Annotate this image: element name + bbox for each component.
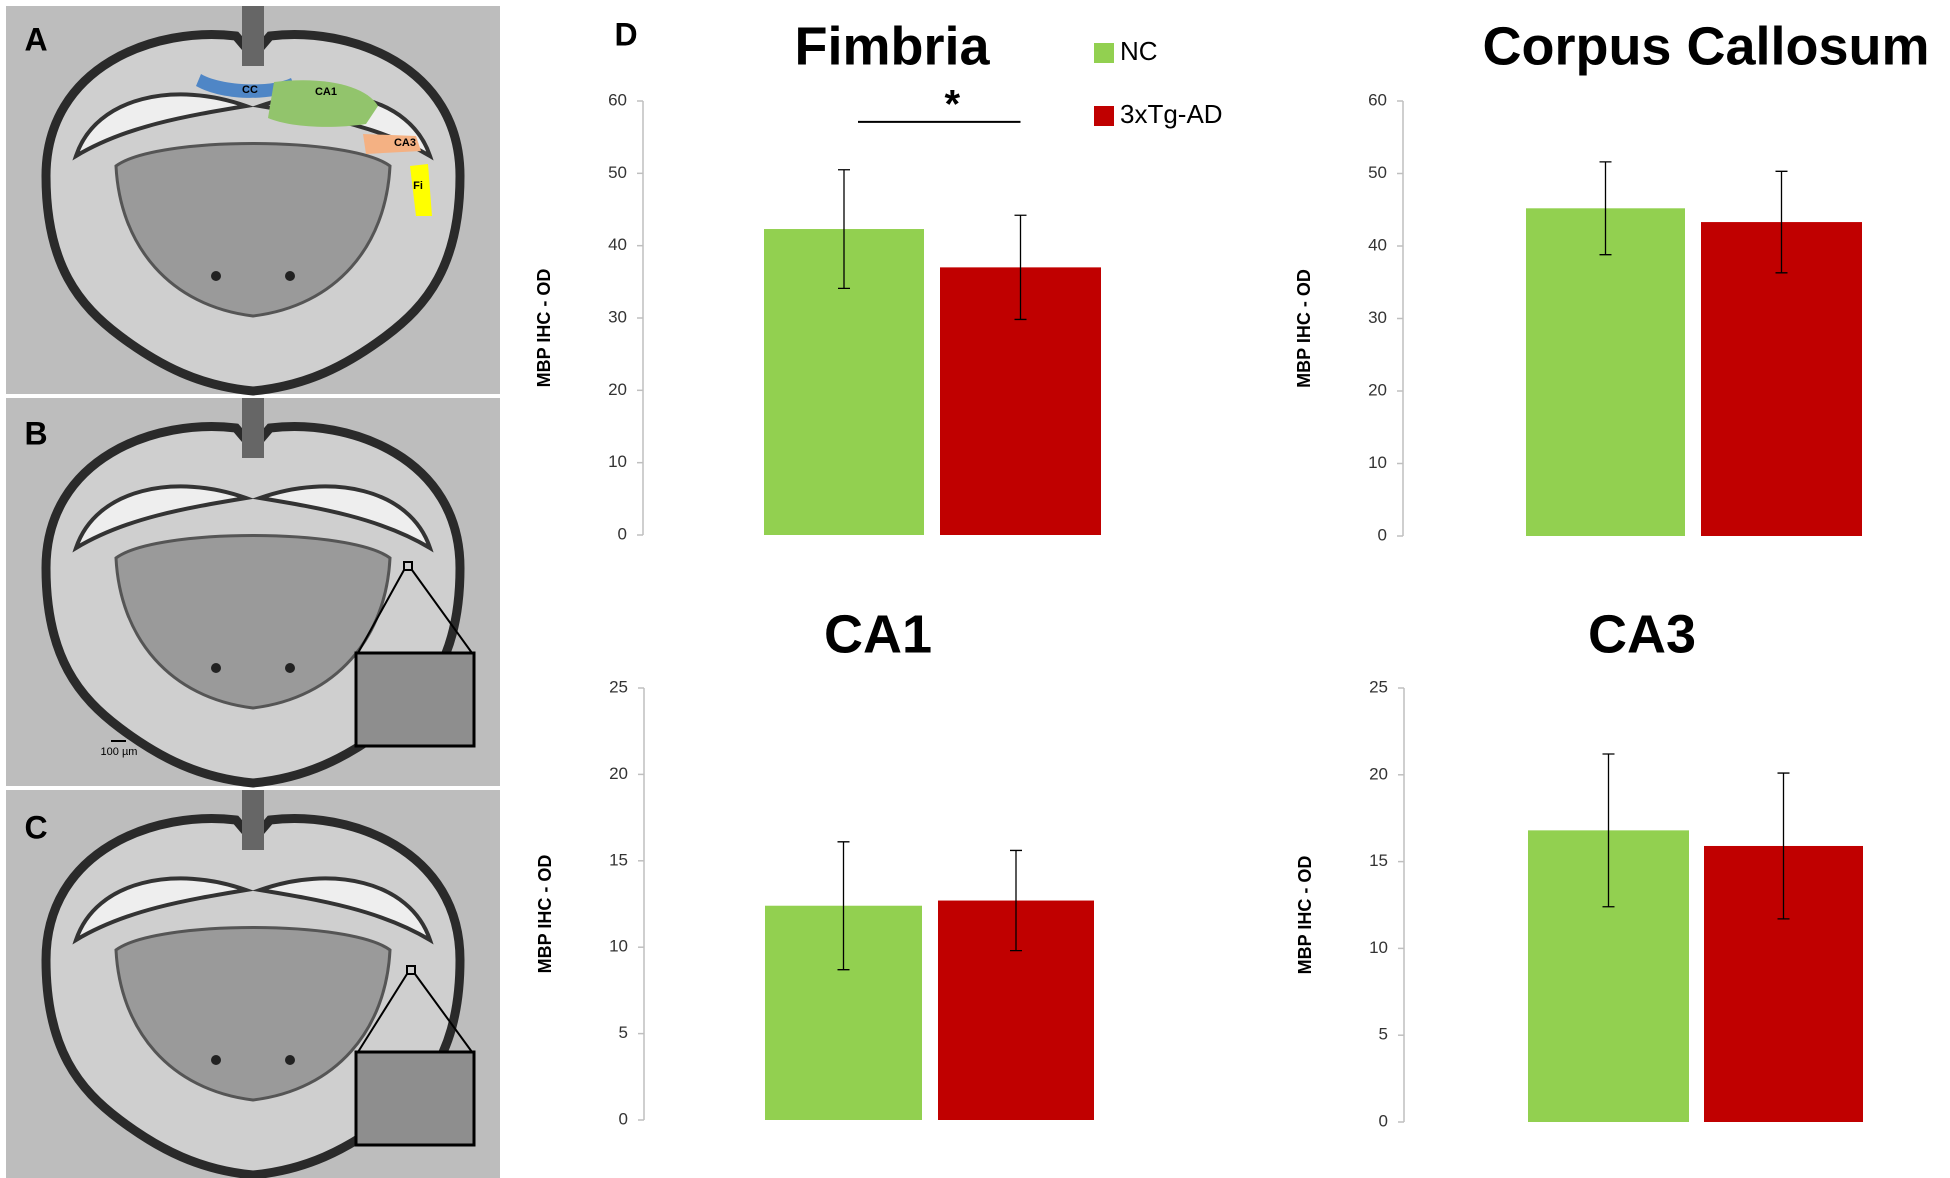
region-label: CA3 xyxy=(394,137,416,149)
brain-image-b xyxy=(6,398,500,786)
y-tick-label: 20 xyxy=(1368,380,1387,399)
region-label: CA1 xyxy=(315,86,337,98)
y-tick-label: 0 xyxy=(618,524,627,543)
bar xyxy=(1526,208,1685,537)
region-label: Fi xyxy=(413,180,423,192)
y-tick-label: 0 xyxy=(1378,525,1387,544)
error-bar xyxy=(1014,214,1027,321)
y-tick-label: 20 xyxy=(1369,764,1388,783)
panel-label: B xyxy=(24,415,47,451)
legend-label: NC xyxy=(1120,36,1158,66)
chart-title: CA1 xyxy=(824,604,932,664)
chart-title: Fimbria xyxy=(794,16,990,76)
y-tick-label: 20 xyxy=(609,764,628,783)
error-bar xyxy=(1010,849,1022,952)
y-tick-label: 60 xyxy=(608,90,627,109)
significance-mark: * xyxy=(944,82,960,126)
y-axis-label: MBP IHC - OD xyxy=(534,269,554,388)
y-tick-label: 5 xyxy=(619,1023,628,1042)
legend-swatch xyxy=(1094,43,1114,63)
chart-title: Corpus Callosum xyxy=(1482,16,1929,76)
y-tick-label: 25 xyxy=(1369,677,1388,696)
brain-image-a xyxy=(6,6,500,394)
chart-title: CA3 xyxy=(1588,604,1696,664)
error-bar xyxy=(1777,772,1790,920)
y-tick-label: 15 xyxy=(1369,851,1388,870)
y-tick-label: 50 xyxy=(608,163,627,182)
y-tick-label: 40 xyxy=(608,235,627,254)
y-tick-label: 30 xyxy=(1368,308,1387,327)
y-tick-label: 10 xyxy=(609,937,628,956)
y-tick-label: 10 xyxy=(608,452,627,471)
error-bar xyxy=(1775,170,1788,274)
error-bar xyxy=(837,841,850,971)
y-tick-label: 5 xyxy=(1379,1025,1388,1044)
panel-label: D xyxy=(614,16,637,52)
y-tick-label: 50 xyxy=(1368,163,1387,182)
error-bar xyxy=(1602,753,1615,908)
panel-label: C xyxy=(24,809,47,845)
y-tick-label: 10 xyxy=(1369,938,1388,957)
error-bar xyxy=(1599,161,1612,256)
y-tick-label: 0 xyxy=(1379,1111,1388,1130)
region-label: CC xyxy=(242,84,258,96)
legend-label: 3xTg-AD xyxy=(1120,99,1223,129)
scale-bar-label: 100 µm xyxy=(101,746,138,758)
y-tick-label: 0 xyxy=(619,1109,628,1128)
y-tick-label: 15 xyxy=(609,850,628,869)
y-tick-label: 30 xyxy=(608,307,627,326)
y-tick-label: 20 xyxy=(608,380,627,399)
y-axis-label: MBP IHC - OD xyxy=(1295,856,1315,975)
bar xyxy=(1701,222,1862,536)
y-tick-label: 10 xyxy=(1368,453,1387,472)
legend-swatch xyxy=(1094,106,1114,126)
y-tick-label: 60 xyxy=(1368,90,1387,109)
y-axis-label: MBP IHC - OD xyxy=(535,855,555,974)
y-tick-label: 25 xyxy=(609,677,628,696)
error-bar xyxy=(838,169,850,289)
y-tick-label: 40 xyxy=(1368,235,1387,254)
y-axis-label: MBP IHC - OD xyxy=(1294,269,1314,388)
panel-label: A xyxy=(24,21,47,57)
brain-image-c xyxy=(6,790,500,1178)
